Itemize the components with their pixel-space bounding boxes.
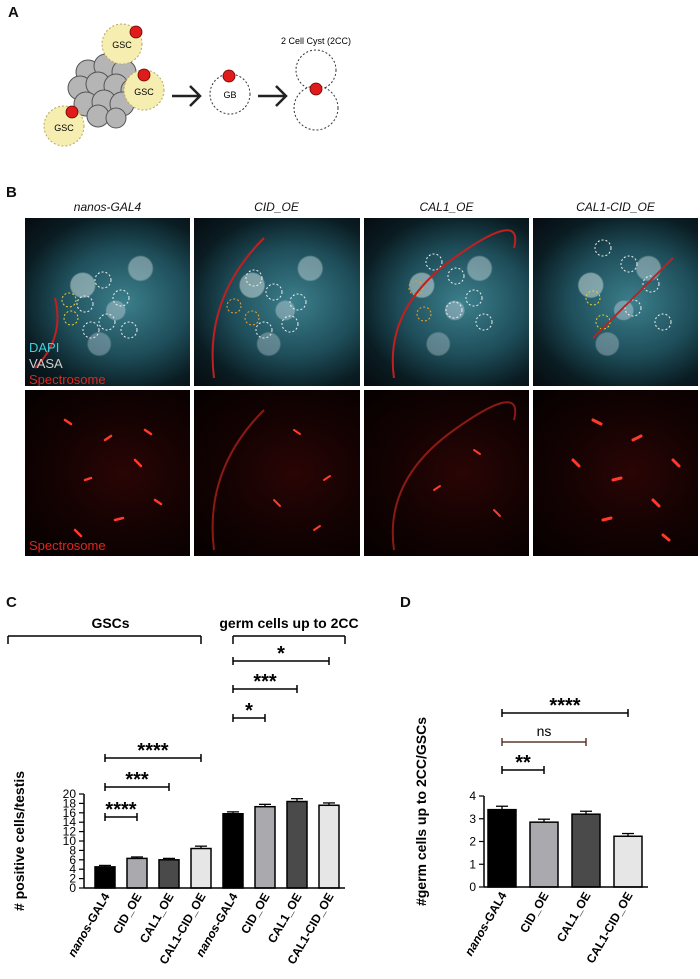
gsc-cell-1: GSC <box>101 23 143 65</box>
y-tick-label: 12 <box>63 825 77 839</box>
schematic-diagram: GSC GSC GSC GB 2 Cell Cyst (2CC) <box>43 23 351 147</box>
svg-text:GSC: GSC <box>134 87 154 97</box>
significance-label: *** <box>125 769 149 791</box>
significance-label: * <box>277 643 285 665</box>
y-tick-label: 3 <box>469 812 476 826</box>
y-tick-label: 8 <box>69 843 76 857</box>
significance-label: ** <box>515 752 531 774</box>
y-tick-label: 16 <box>63 806 77 820</box>
x-tick-label: CAL1_OE <box>554 890 594 945</box>
bar <box>529 821 559 888</box>
y-tick-label: 20 <box>63 787 77 801</box>
channel-label-spectrosome: Spectrosome <box>29 372 106 386</box>
group-title: GSCs <box>91 615 129 631</box>
channel-label-dapi: DAPI <box>29 340 60 355</box>
bar <box>158 859 180 889</box>
bar <box>487 808 517 888</box>
bar <box>254 805 276 889</box>
column-title-4: CAL1-CID_OE <box>576 200 655 214</box>
two-cell-cyst: 2 Cell Cyst (2CC) <box>281 36 351 131</box>
micrograph-merge-nanos: DAPI VASA Spectrosome <box>25 218 190 386</box>
gb-cell: GB <box>209 69 251 115</box>
bar <box>222 812 244 889</box>
bar <box>94 866 116 889</box>
gsc-cell-2: GSC <box>123 68 165 111</box>
svg-text:GSC: GSC <box>112 40 132 50</box>
significance-label: **** <box>549 695 580 717</box>
y-tick-label: 14 <box>63 815 77 829</box>
panel-label-a: A <box>8 4 19 21</box>
significance-label: *** <box>253 671 277 693</box>
svg-text:GB: GB <box>223 90 236 100</box>
significance-label: **** <box>137 740 168 762</box>
y-tick-label: 1 <box>469 857 476 871</box>
significance-label: **** <box>105 799 136 821</box>
column-title-1: nanos-GAL4 <box>73 200 142 214</box>
x-tick-label: CID_OE <box>110 891 144 937</box>
y-tick-label: 10 <box>63 834 77 848</box>
x-tick-label: nanos-GAL4 <box>65 890 113 959</box>
micrograph-spectrosome-cal1 <box>364 390 529 556</box>
panel-label-b: B <box>6 184 17 201</box>
micrograph-merge-cid <box>194 218 360 386</box>
y-tick-label: 2 <box>469 835 476 849</box>
gsc-cell-3: GSC <box>43 105 85 147</box>
bar <box>126 857 148 889</box>
channel-label-vasa: VASA <box>29 356 63 371</box>
y-tick-label: 0 <box>469 880 476 894</box>
bar <box>318 804 340 889</box>
y-axis-title: # positive cells/testis <box>11 771 27 911</box>
panel-label-c: C <box>6 594 17 611</box>
micrograph-spectrosome-nanos: Spectrosome <box>25 390 190 556</box>
arrow-icon-1 <box>172 85 202 107</box>
x-tick-label: CID_OE <box>238 891 272 937</box>
x-tick-label: nanos-GAL4 <box>462 889 510 958</box>
significance-label: ns <box>537 723 552 739</box>
chart-d: 0 1 2 3 4 #germ cells up to 2CC/GSCs nanos-GAL… <box>413 695 648 966</box>
spectrosome-label: Spectrosome <box>29 538 106 553</box>
micrograph-merge-cal1 <box>364 218 529 386</box>
column-title-2: CID_OE <box>254 200 299 214</box>
micrograph-merge-cal1-cid <box>533 218 698 386</box>
y-tick-label: 18 <box>63 796 77 810</box>
y-tick-label: 4 <box>469 789 476 803</box>
arrow-icon-2 <box>258 85 288 107</box>
bar <box>190 847 212 889</box>
y-axis-title: #germ cells up to 2CC/GSCs <box>413 717 429 906</box>
significance-label: * <box>245 700 253 722</box>
hub-cluster <box>67 53 144 129</box>
y-tick-label: 4 <box>69 862 76 876</box>
bar <box>613 835 643 888</box>
bar <box>571 813 601 888</box>
svg-text:GSC: GSC <box>54 123 74 133</box>
group-title: germ cells up to 2CC <box>219 615 358 631</box>
svg-text:2 Cell Cyst (2CC): 2 Cell Cyst (2CC) <box>281 36 351 46</box>
micrograph-spectrosome-cal1-cid <box>533 390 698 556</box>
column-title-3: CAL1_OE <box>419 200 474 214</box>
x-tick-label: CAL1-CID_OE <box>583 890 635 966</box>
micrograph-spectrosome-cid <box>194 390 360 556</box>
x-tick-label: CID_OE <box>517 890 551 936</box>
y-tick-label: 2 <box>69 872 76 886</box>
bar <box>286 800 308 889</box>
y-tick-label: 6 <box>69 853 76 867</box>
panel-label-d: D <box>400 594 411 611</box>
y-tick-label: 0 <box>69 881 76 895</box>
